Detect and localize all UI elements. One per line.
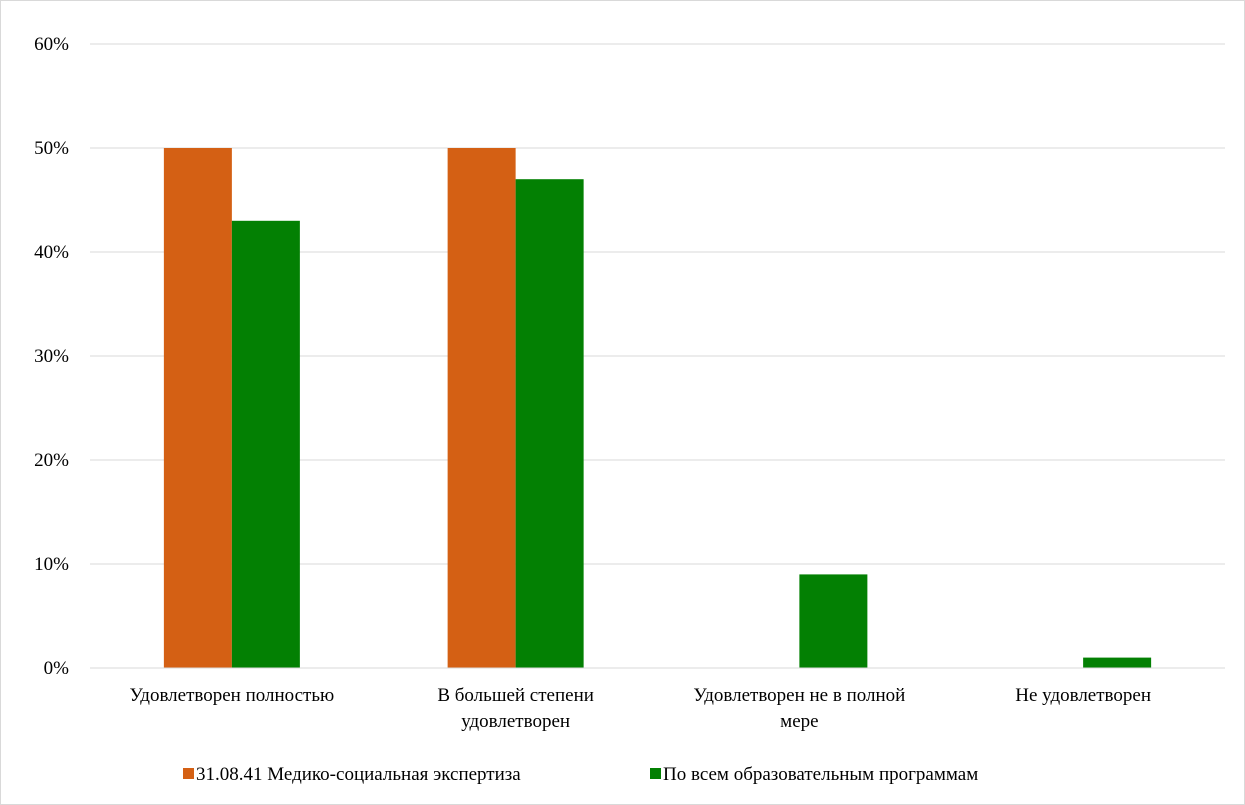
x-tick-label: мере: [780, 711, 818, 732]
y-tick-label: 50%: [34, 138, 69, 159]
legend-label-0: 31.08.41 Медико-социальная экспертиза: [196, 764, 521, 785]
legend-swatch-1: [650, 768, 661, 779]
legend: 31.08.41 Медико-социальная экспертиза По …: [183, 764, 978, 785]
bar-series-1-category-0: [231, 220, 300, 669]
y-tick-label: 20%: [34, 450, 69, 471]
y-tick-label: 0%: [44, 658, 70, 679]
legend-label-1: По всем образовательным программам: [663, 764, 978, 785]
y-tick-label: 40%: [34, 242, 69, 263]
y-tick-label: 60%: [34, 34, 69, 55]
bar-series-0-category-1: [447, 148, 516, 668]
x-tick-label: Удовлетворен не в полной: [693, 685, 905, 706]
x-tick-label: В большей степени: [437, 685, 594, 706]
y-tick-label: 10%: [34, 554, 69, 575]
bar-series-0-category-0: [163, 148, 232, 668]
x-tick-label: Не удовлетворен: [1015, 685, 1151, 706]
x-axis-ticks: Удовлетворен полностью В большей степени у…: [130, 685, 1152, 732]
legend-swatch-0: [183, 768, 194, 779]
x-tick-label: Удовлетворен полностью: [130, 685, 335, 706]
x-tick-label: удовлетворен: [461, 711, 570, 732]
y-tick-label: 30%: [34, 346, 69, 367]
bar-series-1-category-3: [1083, 657, 1152, 668]
bars: [163, 148, 1152, 669]
bar-series-1-category-2: [799, 574, 868, 668]
bar-series-1-category-1: [515, 179, 584, 668]
y-axis-ticks: 0% 10% 20% 30% 40% 50% 60%: [34, 34, 69, 679]
